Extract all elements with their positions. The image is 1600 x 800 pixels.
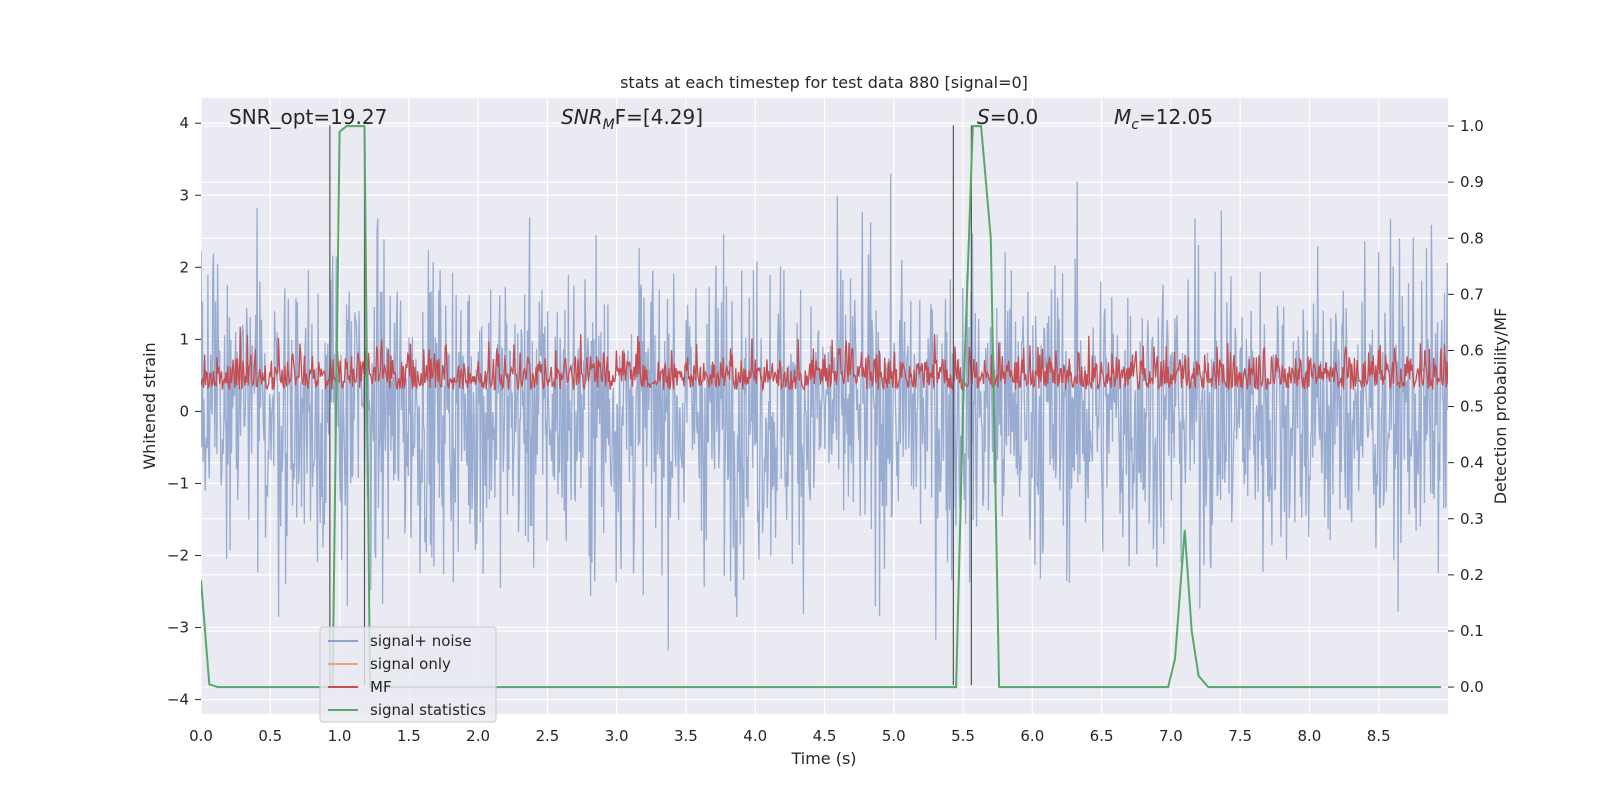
y2-tick-label: 0.6: [1460, 341, 1484, 359]
x-tick-label: 2.0: [466, 727, 490, 745]
legend-label-signal-only: signal only: [370, 655, 451, 673]
y2-tick-label: 0.4: [1460, 454, 1484, 472]
legend: signal+ noise signal only MF signal stat…: [319, 626, 497, 723]
y2-tick-label: 0.1: [1460, 622, 1484, 640]
x-tick-label: 3.0: [605, 727, 629, 745]
y-tick-label: 4: [179, 114, 189, 132]
annotation-snr-opt: SNR_opt=19.27: [229, 105, 387, 129]
chart-title: stats at each timestep for test data 880…: [620, 73, 1028, 92]
x-tick-label: 3.5: [674, 727, 698, 745]
y-axis-label: Whitened strain: [140, 342, 159, 469]
mf-line: [201, 326, 1448, 392]
y2-tick-label: 0.8: [1460, 229, 1484, 247]
y-tick-label: 2: [179, 258, 189, 276]
x-tick-label: 7.5: [1228, 727, 1252, 745]
y-tick-label: −3: [167, 619, 189, 637]
x-tick-label: 6.0: [1020, 727, 1044, 745]
x-axis-label: Time (s): [790, 749, 856, 768]
legend-box: [319, 626, 497, 723]
legend-label-signal-statistics: signal statistics: [370, 701, 486, 719]
legend-label-signal-noise: signal+ noise: [370, 632, 472, 650]
y2-tick-label: 1.0: [1460, 117, 1484, 135]
y-tick-label: 3: [179, 186, 189, 204]
x-tick-label: 1.5: [397, 727, 421, 745]
y-tick-label: −2: [167, 546, 189, 564]
x-tick-label: 7.0: [1159, 727, 1183, 745]
annotation-mc: Mc=12.05: [1114, 105, 1213, 133]
x-tick-label: 4.0: [743, 727, 767, 745]
y2-tick-label: 0.5: [1460, 398, 1484, 416]
x-tick-label: 5.5: [951, 727, 975, 745]
x-tick-label: 1.0: [328, 727, 352, 745]
annotation-snr-mf: SNRMF=[4.29]: [561, 105, 703, 133]
axis-ticks: 0.0 0.5 1.0 1.5 2.0 2.5 3.0 3.5 4.0 4.5 5.0 5.5 6.0 6…: [167, 114, 1484, 745]
y-tick-label: 1: [179, 330, 189, 348]
x-tick-label: 8.0: [1298, 727, 1322, 745]
x-tick-label: 5.0: [882, 727, 906, 745]
x-tick-label: 4.5: [813, 727, 837, 745]
x-tick-label: 2.5: [535, 727, 559, 745]
y-tick-label: −4: [167, 691, 189, 709]
x-tick-label: 0.5: [258, 727, 282, 745]
y2-axis-label: Detection probability/MF: [1491, 308, 1510, 505]
legend-label-mf: MF: [370, 678, 392, 696]
mf-series: [201, 326, 1448, 392]
y2-tick-label: 0.0: [1460, 678, 1484, 696]
x-tick-label: 6.5: [1090, 727, 1114, 745]
x-tick-label: 8.5: [1367, 727, 1391, 745]
y2-tick-label: 0.7: [1460, 285, 1484, 303]
vertical-markers: [329, 125, 972, 686]
y-tick-label: −1: [167, 474, 189, 492]
y2-tick-label: 0.9: [1460, 173, 1484, 191]
y2-tick-label: 0.3: [1460, 510, 1484, 528]
x-tick-label: 0.0: [189, 727, 213, 745]
annotation-s: S=0.0: [977, 105, 1038, 129]
y2-tick-label: 0.2: [1460, 566, 1484, 584]
y-tick-label: 0: [179, 402, 189, 420]
